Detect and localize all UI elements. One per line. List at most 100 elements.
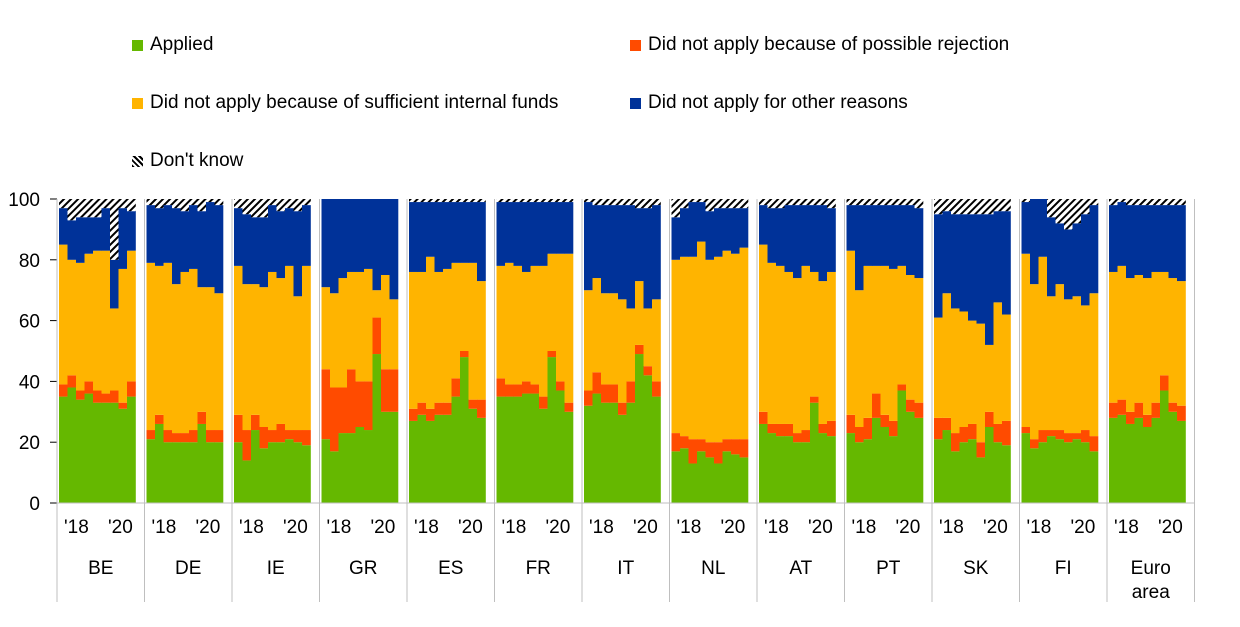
- bar-segment-other: [443, 202, 452, 269]
- bar-segment-other: [671, 217, 681, 260]
- x-tick-label: '20: [896, 517, 921, 538]
- bar-segment-dont-know: [76, 199, 85, 218]
- bar-segment-dont-know: [251, 199, 260, 218]
- bar-segment-dont-know: [1177, 199, 1186, 206]
- bar-segment-applied: [601, 402, 610, 503]
- bar-segment-rejection: [146, 430, 156, 440]
- bar-segment-other: [934, 214, 943, 318]
- bar-segment-internal: [372, 290, 382, 318]
- bar-segment-internal: [67, 259, 77, 376]
- bar-segment-internal: [505, 262, 514, 385]
- bar-segment-other: [539, 202, 548, 266]
- bar-segment-other: [101, 208, 111, 251]
- bar-segment-dont-know: [1143, 199, 1152, 206]
- bar-segment-internal: [355, 271, 365, 382]
- bar-segment-applied: [364, 430, 373, 503]
- bar-segment-dont-know: [539, 199, 548, 203]
- country-label: BE: [88, 558, 113, 579]
- bar-segment-internal: [347, 271, 356, 370]
- bar-segment-applied: [276, 442, 286, 503]
- bar-segment-other: [1038, 199, 1048, 257]
- bar-segment-rejection: [276, 423, 286, 443]
- bar-segment-other: [180, 211, 190, 272]
- bar-segment-applied: [59, 396, 68, 503]
- bar-segment-applied: [584, 405, 593, 503]
- bar-segment-rejection: [1089, 436, 1099, 452]
- bar-segment-other: [1168, 205, 1178, 279]
- bar-segment-dont-know: [180, 199, 190, 212]
- bar-segment-rejection: [609, 384, 619, 403]
- bar-segment-applied: [372, 354, 382, 503]
- bar-segment-rejection: [767, 423, 777, 434]
- bar-segment-other: [680, 208, 689, 257]
- x-tick-label: '18: [677, 517, 702, 538]
- bar-segment-internal: [793, 278, 802, 434]
- bar-segment-rejection: [584, 390, 593, 406]
- bar-segment-applied: [1117, 414, 1127, 503]
- bar-segment-internal: [818, 281, 828, 424]
- bar-segment-internal: [601, 293, 610, 385]
- bar-segment-dont-know: [172, 199, 181, 209]
- bar-segment-applied: [347, 433, 356, 503]
- bar-segment-rejection: [93, 390, 102, 403]
- country-label: GR: [349, 558, 378, 579]
- bar-segment-internal: [846, 250, 856, 415]
- bar-segment-dont-know: [93, 199, 102, 218]
- bar-segment-internal: [180, 271, 190, 434]
- bar-segment-other: [556, 202, 565, 254]
- bar-segment-other: [1064, 229, 1073, 300]
- bar-segment-other: [592, 205, 602, 279]
- bar-segment-internal: [513, 265, 523, 385]
- bar-segment-internal: [163, 262, 173, 431]
- bar-segment-rejection: [914, 402, 924, 418]
- x-tick-label: '18: [327, 517, 352, 538]
- bar-segment-other: [285, 208, 294, 266]
- bar-segment-applied: [722, 451, 732, 503]
- bar-segment-dont-know: [759, 199, 768, 206]
- bar-segment-internal: [451, 262, 461, 379]
- bar-segment-rejection: [993, 423, 1003, 443]
- bar-segment-internal: [443, 268, 452, 403]
- bar-segment-rejection: [872, 393, 881, 418]
- bar-segment-dont-know: [67, 199, 77, 221]
- bar-segment-applied: [635, 354, 644, 503]
- bar-segment-internal: [784, 271, 794, 424]
- bar-segment-dont-know: [101, 199, 111, 209]
- bar-segment-other: [855, 205, 864, 291]
- bar-segment-rejection: [155, 414, 164, 424]
- bar-segment-dont-know: [1126, 199, 1135, 206]
- bar-segment-rejection: [547, 351, 557, 358]
- bar-segment-internal: [434, 271, 444, 403]
- bar-segment-other: [417, 202, 427, 272]
- bar-segment-applied: [618, 414, 627, 503]
- bar-segment-applied: [776, 436, 785, 503]
- bar-segment-internal: [547, 253, 557, 351]
- bar-segment-rejection: [330, 387, 339, 452]
- bar-segment-internal: [1168, 278, 1178, 403]
- bar-segment-internal: [934, 317, 943, 418]
- bar-segment-rejection: [197, 411, 207, 424]
- bar-segment-rejection: [1143, 414, 1152, 427]
- country-label: DE: [175, 558, 201, 579]
- bar-segment-other: [451, 202, 461, 263]
- bar-segment-applied: [739, 457, 749, 503]
- bar-segment-rejection: [172, 433, 181, 443]
- bar-segment-applied: [443, 414, 452, 503]
- bar-segment-internal: [767, 262, 777, 424]
- bar-segment-other: [976, 214, 986, 324]
- bar-segment-dont-know: [643, 199, 653, 209]
- bar-segment-internal: [409, 271, 418, 409]
- bar-segment-applied: [985, 427, 994, 503]
- x-tick-label: '18: [1114, 517, 1139, 538]
- bar-segment-applied: [609, 402, 619, 503]
- bar-segment-other: [477, 202, 486, 282]
- bar-segment-rejection: [714, 442, 723, 464]
- bar-segment-internal: [643, 308, 653, 367]
- bar-segment-other: [906, 205, 915, 275]
- bar-segment-rejection: [801, 430, 811, 443]
- bar-segment-other: [547, 202, 557, 254]
- bar-segment-other: [409, 202, 418, 272]
- bar-segment-rejection: [722, 439, 732, 452]
- bar-segment-rejection: [652, 381, 661, 397]
- bar-segment-rejection: [827, 420, 836, 437]
